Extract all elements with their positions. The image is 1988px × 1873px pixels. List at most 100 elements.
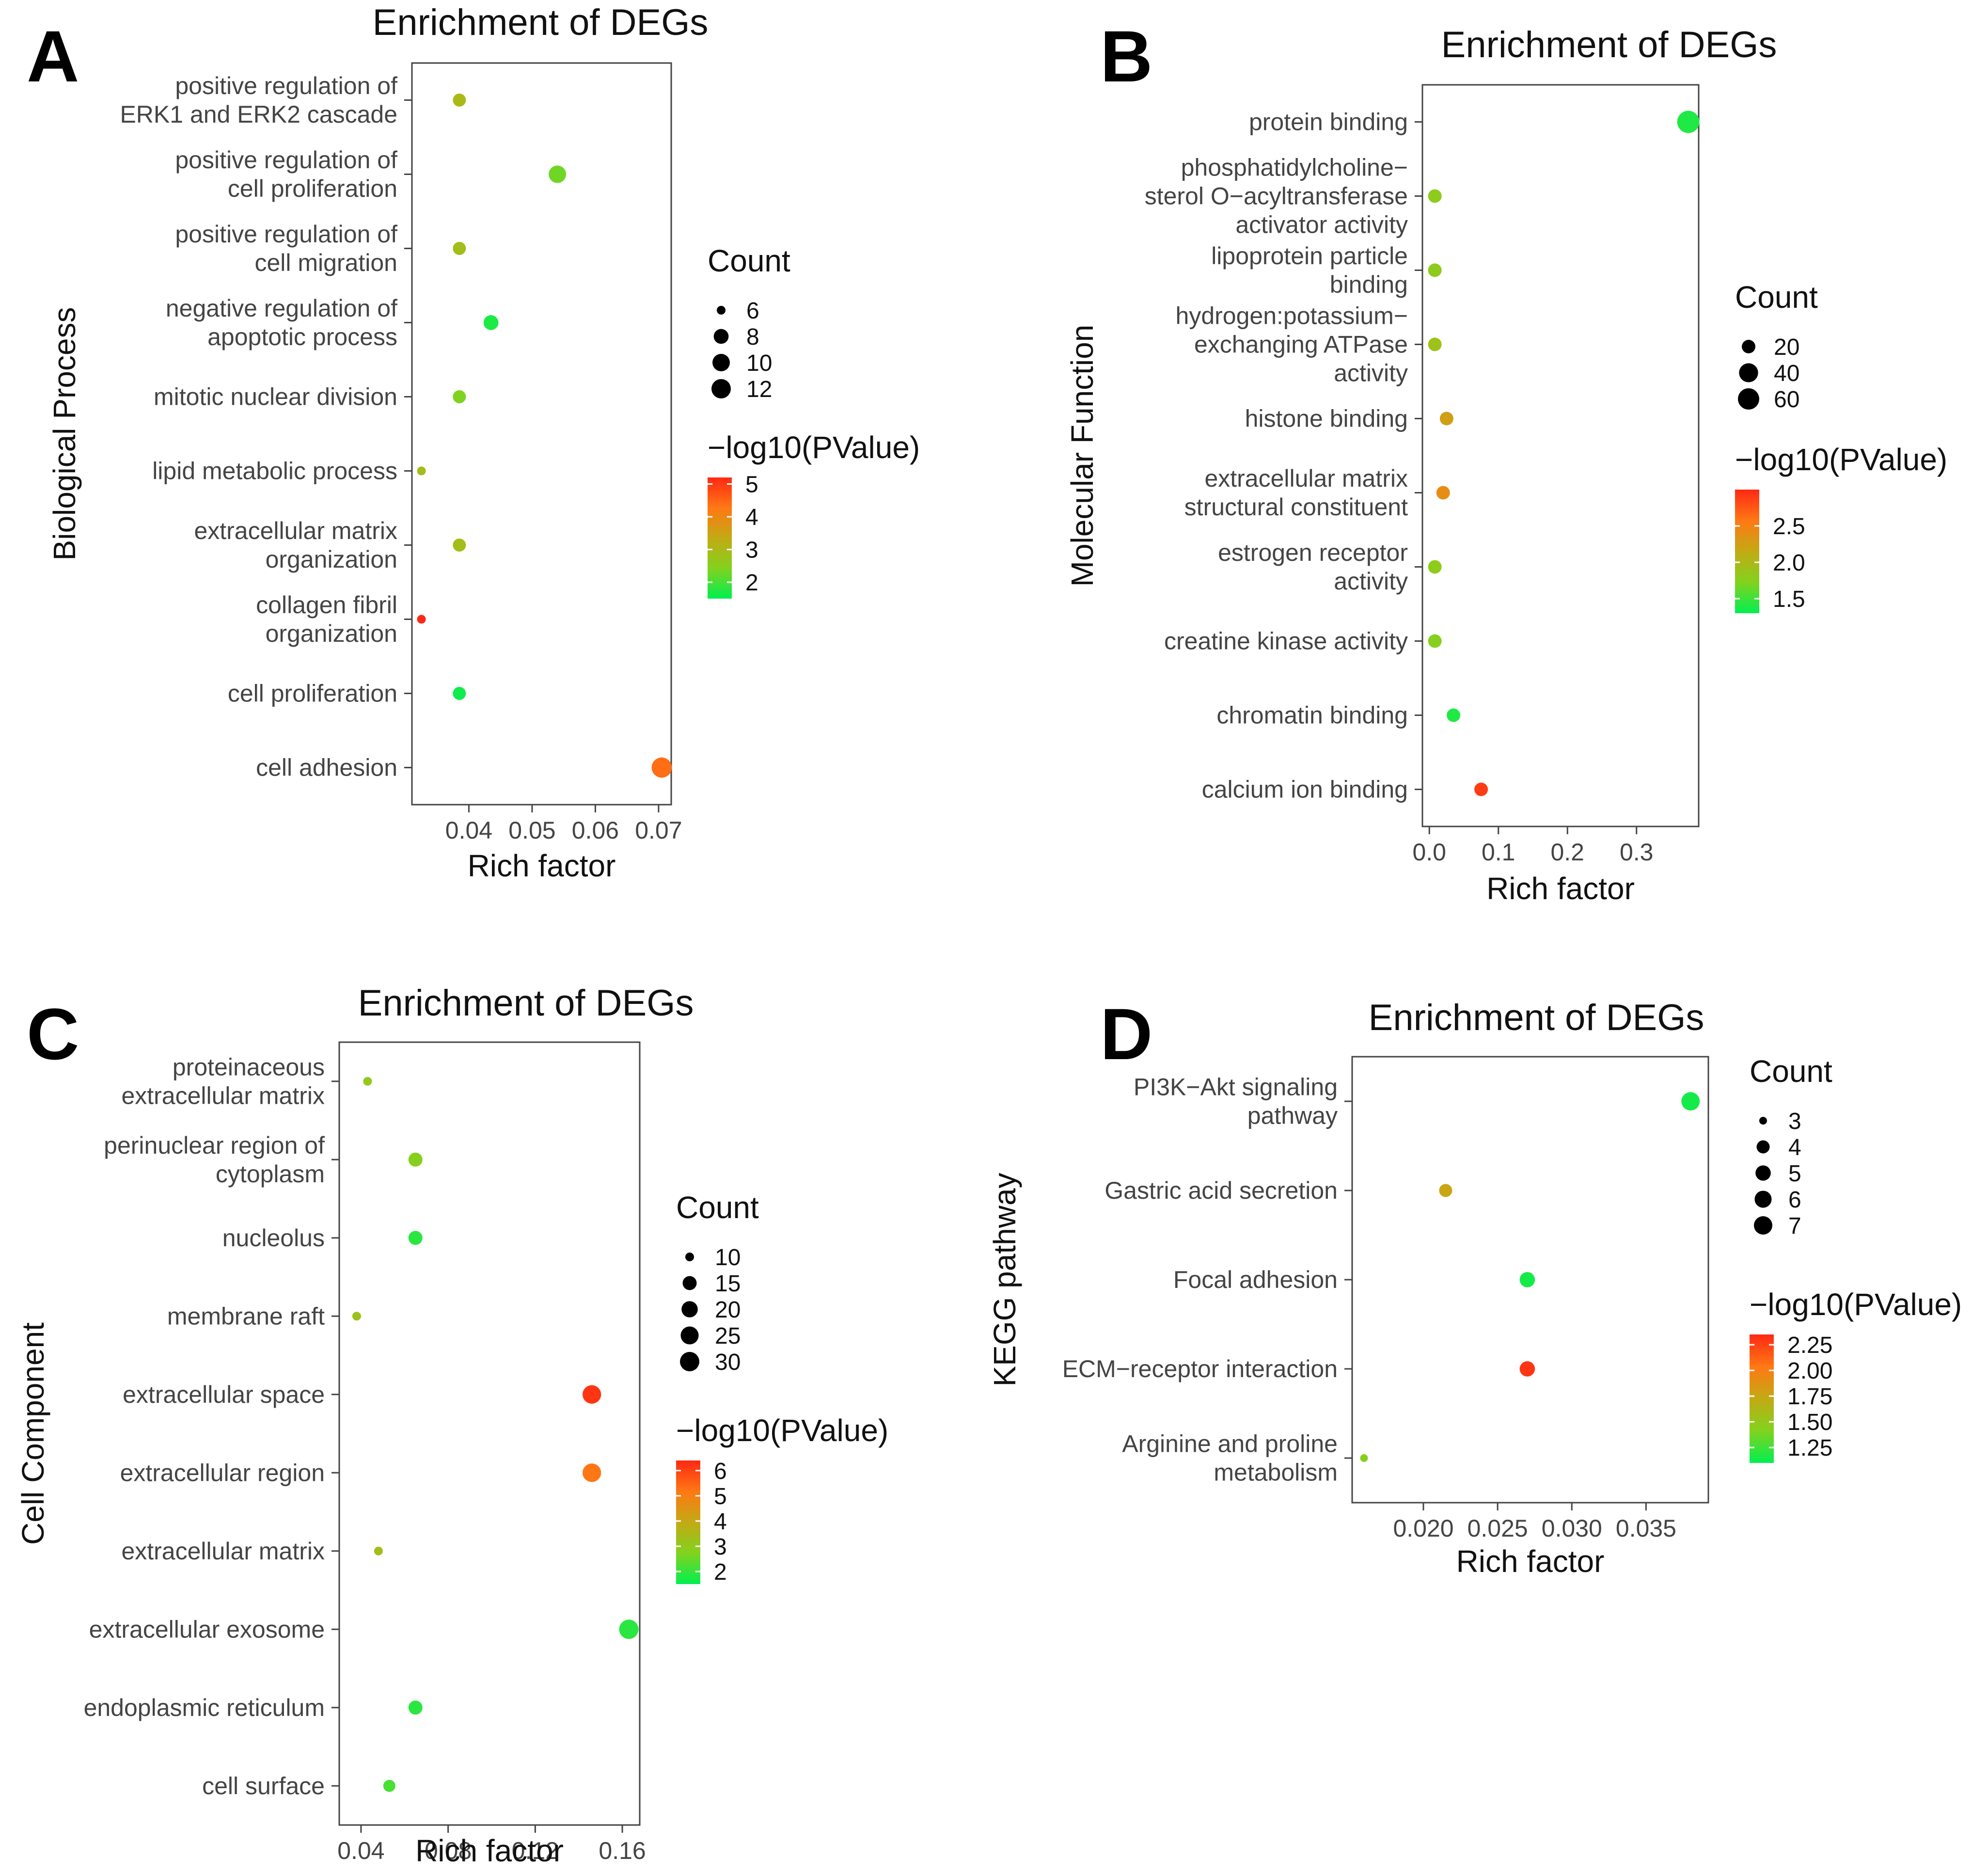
pvalue-colorbar-b bbox=[1735, 490, 1759, 613]
pvalue-legend-label-b: 2.5 bbox=[1773, 514, 1805, 540]
category-label-b: calcium ion binding bbox=[1202, 776, 1408, 803]
category-label-c: cell surface bbox=[202, 1772, 325, 1799]
category-label-a: positive regulation of cell proliferation bbox=[175, 146, 397, 202]
plot-area-b bbox=[1421, 84, 1700, 827]
pvalue-legend-label-c: 4 bbox=[714, 1509, 727, 1535]
data-point-b bbox=[1428, 634, 1442, 648]
chart-title-b: Enrichment of DEGs bbox=[1441, 24, 1777, 65]
data-point-b bbox=[1428, 337, 1442, 351]
x-tick-label-c: 0.16 bbox=[599, 1837, 646, 1864]
count-legend-marker-d bbox=[1754, 1190, 1772, 1208]
count-legend-label-c: 15 bbox=[715, 1271, 741, 1297]
panel-letter-b: B bbox=[1100, 16, 1152, 97]
plot-area-c bbox=[338, 1041, 641, 1826]
category-label-c: extracellular exosome bbox=[89, 1616, 325, 1643]
pvalue-legend-label-a: 3 bbox=[745, 538, 758, 563]
category-label-b: protein binding bbox=[1249, 109, 1408, 136]
data-point-d bbox=[1439, 1184, 1452, 1197]
x-tick-label-d: 0.025 bbox=[1467, 1515, 1528, 1542]
category-label-c: proteinaceous extracellular matrix bbox=[121, 1053, 325, 1109]
data-point-d bbox=[1681, 1092, 1700, 1111]
pvalue-legend-label-c: 5 bbox=[714, 1484, 727, 1509]
data-point-a bbox=[453, 687, 466, 700]
count-legend-marker-b bbox=[1739, 363, 1758, 382]
category-label-b: estrogen receptor activity bbox=[1218, 539, 1408, 595]
x-axis-title-a: Rich factor bbox=[468, 848, 616, 883]
pvalue-legend-label-a: 5 bbox=[745, 472, 758, 498]
category-label-d: ECM−receptor interaction bbox=[1062, 1355, 1338, 1382]
panel-letter-a: A bbox=[27, 16, 79, 97]
category-label-a: cell adhesion bbox=[256, 754, 397, 781]
x-tick-label-a: 0.06 bbox=[572, 817, 619, 844]
category-label-a: negative regulation of apoptotic process bbox=[166, 295, 397, 350]
count-legend-marker-c bbox=[682, 1276, 697, 1290]
x-tick-label-c: 0.08 bbox=[425, 1837, 472, 1864]
data-point-a bbox=[417, 466, 426, 476]
data-point-a bbox=[453, 242, 466, 255]
x-tick-label-d: 0.030 bbox=[1542, 1515, 1602, 1542]
pvalue-legend-title-a: −log10(PValue) bbox=[708, 430, 920, 465]
pvalue-legend-label-b: 2.0 bbox=[1773, 550, 1805, 576]
chart-title-c: Enrichment of DEGs bbox=[358, 983, 694, 1024]
count-legend-marker-d bbox=[1759, 1117, 1767, 1125]
count-legend-label-b: 20 bbox=[1774, 334, 1799, 360]
pvalue-colorbar-c bbox=[676, 1460, 700, 1584]
count-legend-label-b: 60 bbox=[1774, 387, 1799, 413]
count-legend-marker-d bbox=[1755, 1165, 1771, 1181]
plot-area-a bbox=[411, 62, 672, 806]
pvalue-legend-label-c: 3 bbox=[714, 1534, 727, 1560]
data-point-c bbox=[619, 1619, 639, 1639]
data-point-a bbox=[483, 315, 499, 330]
category-label-c: endoplasmic reticulum bbox=[84, 1694, 325, 1721]
x-tick-label-a: 0.05 bbox=[508, 817, 555, 844]
count-legend-marker-a bbox=[711, 379, 731, 398]
data-point-c bbox=[374, 1546, 383, 1556]
x-tick-label-c: 0.04 bbox=[337, 1837, 384, 1864]
count-legend-title-c: Count bbox=[676, 1190, 759, 1225]
pvalue-legend-label-d: 2.00 bbox=[1787, 1358, 1832, 1384]
category-label-c: membrane raft bbox=[167, 1302, 325, 1330]
category-label-b: lipoprotein particle binding bbox=[1211, 242, 1408, 298]
count-legend-marker-a bbox=[717, 306, 726, 315]
count-legend-marker-d bbox=[1754, 1216, 1772, 1235]
data-point-b bbox=[1428, 189, 1442, 203]
category-label-c: perinuclear region of cytoplasm bbox=[104, 1132, 325, 1188]
category-label-c: extracellular space bbox=[123, 1381, 325, 1408]
data-point-d bbox=[1519, 1272, 1535, 1287]
pvalue-legend-label-d: 1.75 bbox=[1787, 1384, 1832, 1410]
count-legend-label-a: 6 bbox=[746, 298, 759, 324]
pvalue-legend-title-d: −log10(PValue) bbox=[1750, 1287, 1962, 1322]
y-axis-title-c: Cell Component bbox=[16, 1322, 50, 1545]
x-axis-title-b: Rich factor bbox=[1486, 871, 1635, 906]
count-legend-label-c: 10 bbox=[715, 1245, 741, 1270]
count-legend-label-a: 10 bbox=[746, 350, 772, 376]
x-tick-label-b: 0.3 bbox=[1620, 839, 1654, 866]
category-label-a: mitotic nuclear division bbox=[154, 383, 397, 411]
category-label-a: positive regulation of cell migration bbox=[175, 221, 397, 276]
x-axis-title-d: Rich factor bbox=[1456, 1544, 1605, 1579]
x-tick-label-b: 0.1 bbox=[1482, 839, 1515, 866]
count-legend-label-d: 7 bbox=[1788, 1213, 1801, 1239]
data-point-b bbox=[1439, 412, 1453, 426]
category-label-b: hydrogen:potassium− exchanging ATPase acti… bbox=[1176, 302, 1408, 387]
category-label-b: chromatin binding bbox=[1216, 702, 1408, 729]
category-label-d: Gastric acid secretion bbox=[1104, 1177, 1338, 1204]
data-point-a bbox=[453, 539, 466, 552]
chart-title-d: Enrichment of DEGs bbox=[1369, 997, 1704, 1038]
count-legend-title-d: Count bbox=[1750, 1054, 1832, 1089]
x-tick-label-a: 0.07 bbox=[635, 817, 682, 844]
category-label-b: creatine kinase activity bbox=[1164, 628, 1408, 655]
category-label-b: phosphatidylcholine− sterol O−acyltransfe… bbox=[1145, 154, 1408, 238]
data-point-a bbox=[453, 94, 466, 107]
count-legend-label-c: 20 bbox=[715, 1297, 741, 1323]
data-point-d bbox=[1360, 1454, 1368, 1462]
count-legend-label-c: 25 bbox=[715, 1323, 741, 1349]
y-axis-title-b: Molecular Function bbox=[1065, 325, 1100, 587]
pvalue-legend-label-d: 1.50 bbox=[1787, 1410, 1832, 1435]
data-point-a bbox=[651, 757, 672, 778]
pvalue-legend-title-c: −log10(PValue) bbox=[676, 1413, 888, 1448]
pvalue-legend-label-a: 2 bbox=[745, 570, 758, 596]
category-label-d: Focal adhesion bbox=[1173, 1266, 1338, 1293]
x-tick-label-d: 0.020 bbox=[1393, 1515, 1453, 1542]
